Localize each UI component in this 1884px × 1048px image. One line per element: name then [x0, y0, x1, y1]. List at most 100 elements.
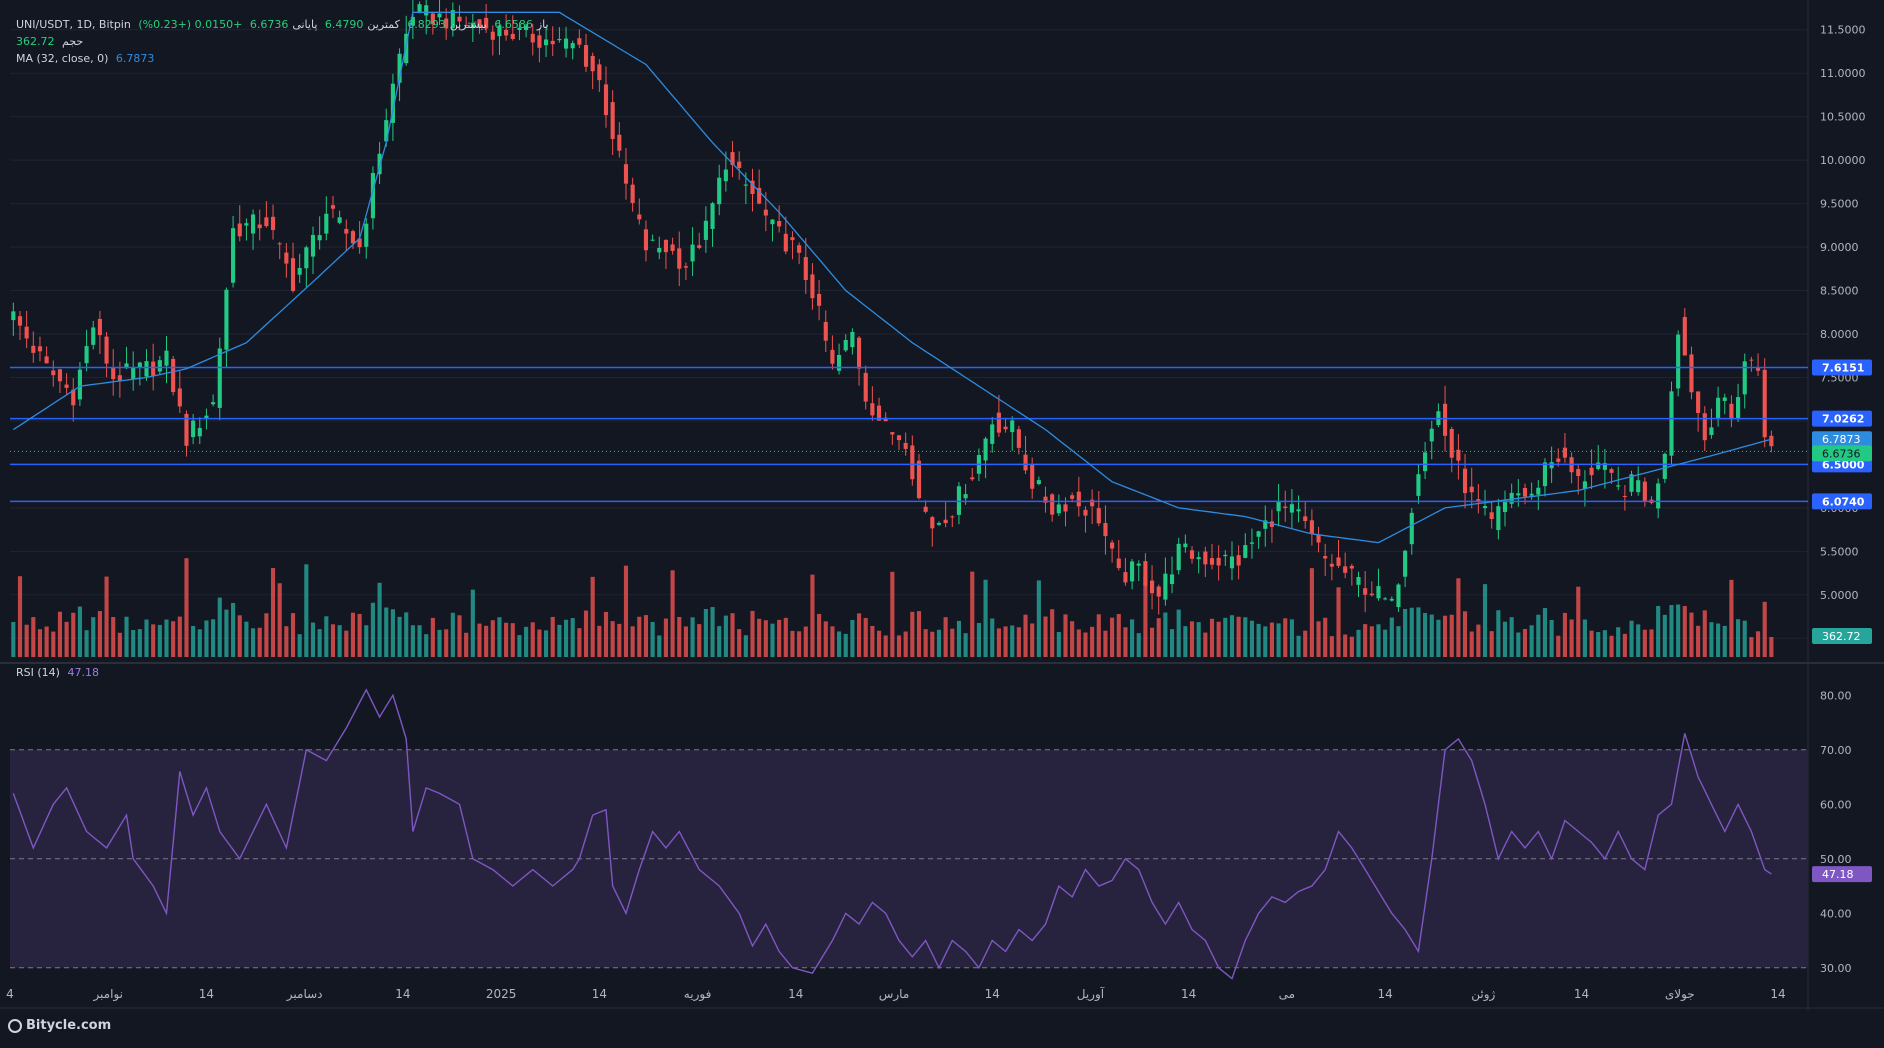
candle-body [1522, 487, 1528, 497]
volume-bar [950, 628, 955, 657]
volume-bar [870, 625, 875, 657]
volume-bar [1736, 619, 1741, 657]
volume-bar [1502, 621, 1508, 657]
candle-body [737, 161, 742, 168]
candle-body [184, 413, 189, 446]
candle-body [224, 289, 229, 350]
candle-body [850, 332, 855, 348]
volume-bar [1130, 619, 1135, 657]
volume-bar [450, 612, 455, 657]
candle-body [44, 356, 49, 364]
candle-body [1656, 483, 1661, 509]
candle-body [1736, 397, 1741, 420]
time-tick-label: 14 [199, 987, 214, 1001]
volume-bar [224, 609, 229, 657]
volume-bar [723, 615, 728, 657]
volume-bar [250, 628, 256, 657]
volume-bar [597, 625, 602, 657]
volume-bar [1070, 621, 1075, 657]
price-tick-label: 9.0000 [1820, 241, 1859, 254]
volume-bar [1462, 611, 1468, 657]
volume-bar [1389, 617, 1394, 657]
candle-body [1316, 534, 1321, 543]
candle-body [290, 258, 296, 291]
volume-bar [1309, 568, 1314, 657]
volume-bar [377, 582, 382, 657]
volume-bar [737, 629, 742, 657]
volume-bar [1549, 619, 1554, 657]
candle-body [610, 102, 615, 140]
candle-body [364, 223, 369, 247]
volume-bar [504, 622, 509, 657]
candle-body [1183, 543, 1188, 548]
candle-body [1482, 506, 1488, 509]
candle-body [1123, 572, 1128, 583]
candle-body [1742, 361, 1747, 395]
price-tick-label: 11.0000 [1820, 67, 1866, 80]
candle-body [1336, 557, 1341, 566]
candle-body [830, 349, 835, 364]
volume-bar [850, 620, 855, 657]
volume-bar [1582, 619, 1587, 657]
volume-bar [903, 631, 908, 657]
volume-bar [1356, 629, 1361, 657]
time-tick-label: جولای [1665, 987, 1695, 1002]
candle-body [1023, 454, 1028, 471]
volume-bar [663, 618, 669, 657]
volume-bar [11, 621, 16, 657]
volume-bar [410, 625, 415, 657]
candle-body [803, 257, 808, 281]
volume-bar [384, 607, 389, 657]
volume-bar [1003, 626, 1008, 657]
volume-bar [1196, 622, 1201, 657]
volume-bar [1010, 625, 1015, 657]
level-price-tag [1812, 410, 1872, 427]
volume-bar [1556, 635, 1561, 657]
volume-bar [1123, 627, 1128, 657]
volume-bar [1236, 616, 1241, 657]
candle-body [1090, 499, 1095, 507]
volume-bar [943, 617, 948, 657]
candle-body [1556, 458, 1561, 462]
candle-body [437, 13, 442, 18]
volume-bar [284, 626, 289, 657]
candle-body [424, 5, 429, 16]
candle-body [404, 33, 409, 64]
candle-body [1722, 397, 1727, 401]
candle-body [144, 361, 149, 377]
volume-bar [137, 629, 142, 657]
volume-bar [1056, 631, 1061, 657]
candle-body [377, 153, 382, 175]
volume-bar [583, 610, 589, 657]
candle-body [1256, 531, 1261, 537]
volume-bar [1562, 612, 1568, 657]
volume-bar [630, 626, 635, 657]
candle-body [1602, 463, 1607, 470]
candle-body [1702, 413, 1707, 441]
candle-body [990, 424, 995, 444]
time-tick-label: 14 [1770, 987, 1785, 1001]
volume-bar [1403, 608, 1408, 657]
brand-footer[interactable]: Bitycle.com [8, 1012, 111, 1040]
candle-body [350, 231, 356, 244]
volume-bar [437, 629, 442, 657]
candle-body [370, 172, 375, 219]
candle-body [264, 217, 269, 227]
volume-bar [1263, 626, 1268, 657]
price-tick-label: 8.5000 [1820, 285, 1859, 298]
candle-body [783, 233, 788, 252]
volume-bar [650, 621, 655, 657]
volume-bar [1336, 587, 1341, 657]
time-tick-label: 14 [395, 987, 410, 1001]
candle-body [717, 177, 722, 205]
volume-bar [277, 583, 282, 657]
volume-bar [1662, 614, 1667, 657]
volume-bar [1376, 624, 1381, 657]
price-tick-label: 11.5000 [1820, 24, 1866, 37]
level-price-tag [1812, 493, 1872, 510]
volume-bar [304, 564, 309, 657]
volume-bar [990, 618, 995, 657]
candle-body [1130, 561, 1135, 582]
